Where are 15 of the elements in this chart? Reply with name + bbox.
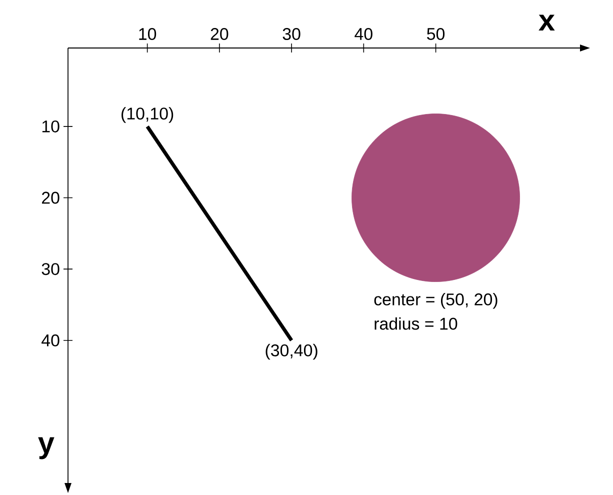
annotation: radius = 10	[374, 317, 458, 330]
annotation: (30,40)	[266, 344, 318, 360]
y-tick-label: 40	[42, 334, 60, 346]
annotation: (10,10)	[122, 107, 174, 123]
y-tick-label: 20	[42, 192, 60, 204]
y-tick-label: 10	[42, 120, 60, 132]
x-tick-label: 10	[139, 28, 156, 40]
x-tick-label: 50	[427, 28, 445, 40]
x-tick-label: 40	[354, 28, 372, 40]
y-tick-label: 30	[42, 263, 60, 276]
x-axis-title: x	[538, 14, 555, 30]
y-axis-title: y	[38, 437, 54, 460]
annotation: center = (50, 20)	[374, 292, 498, 309]
x-tick-label: 30	[282, 28, 300, 40]
x-tick-label: 20	[210, 28, 228, 40]
